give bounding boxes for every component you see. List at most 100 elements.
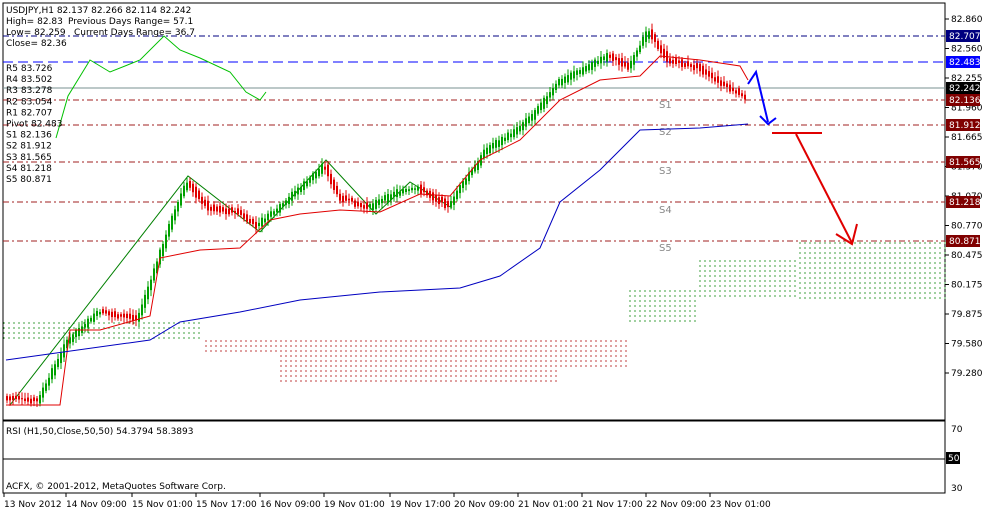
candle-body — [96, 310, 98, 316]
price-tag-text: 80.871 — [949, 237, 981, 247]
candle-body — [513, 129, 515, 138]
candle-body — [393, 191, 395, 197]
copyright: ACFX, © 2001-2012, MetaQuotes Software C… — [6, 482, 226, 492]
candle-body — [438, 197, 440, 205]
candle-body — [405, 188, 407, 193]
candle-body — [444, 198, 446, 209]
candle-body — [102, 309, 104, 314]
pivot-table-row: R1 82.707 — [6, 108, 52, 118]
candle-body — [267, 213, 269, 221]
candle-body — [495, 140, 497, 148]
forecast-arrows — [747, 69, 858, 246]
candle-body — [648, 31, 650, 39]
candle-body — [402, 189, 404, 194]
candle-body — [174, 209, 176, 221]
candle-body — [60, 352, 62, 364]
candle-body — [663, 48, 665, 58]
candle-body — [411, 187, 413, 191]
price-tag-text: 82.136 — [949, 96, 981, 106]
candle-body — [396, 189, 398, 198]
candle-body — [282, 203, 284, 207]
price-tag-text: 81.912 — [949, 121, 981, 131]
candle-body — [312, 173, 314, 181]
candle-body — [147, 286, 149, 300]
candle-body — [522, 122, 524, 131]
candle-body — [66, 339, 68, 349]
candle-body — [696, 63, 698, 69]
candle-body — [69, 337, 71, 344]
curr-range: Current Days Range= 36.7 — [74, 28, 195, 38]
candle-body — [264, 218, 266, 223]
candle-body — [498, 140, 500, 147]
candle-body — [705, 69, 707, 75]
candle-body — [723, 81, 725, 86]
candle-body — [303, 181, 305, 191]
candle-body — [21, 398, 23, 400]
candle-body — [318, 168, 320, 177]
candle-body — [408, 189, 410, 192]
candle-body — [711, 72, 713, 79]
candle-body — [357, 201, 359, 207]
candle-body — [471, 169, 473, 176]
candle-body — [99, 312, 101, 315]
candle-body — [9, 396, 11, 401]
candle-body — [657, 40, 659, 50]
ichimoku-lines — [5, 35, 749, 406]
candle-body — [372, 203, 374, 210]
pivot-table-row: R3 83.278 — [6, 86, 53, 96]
s3-label: S3 — [659, 166, 672, 177]
candle-body — [201, 196, 203, 204]
candle-body — [216, 206, 218, 212]
candle-body — [384, 195, 386, 201]
rsi-panel-frame — [2, 420, 946, 494]
candle-body — [177, 202, 179, 212]
candle-body — [501, 136, 503, 146]
kijun-line — [5, 123, 749, 361]
candle-body — [333, 179, 335, 190]
rsi-axis-30: 30 — [951, 484, 963, 494]
candle-body — [642, 36, 644, 46]
candle-body — [423, 187, 425, 193]
candle-body — [621, 58, 623, 67]
candle-body — [699, 63, 701, 72]
candle-body — [447, 201, 449, 208]
price-axis-label: 82.255 — [951, 74, 983, 84]
candle-body — [483, 149, 485, 159]
price-axis-label: 82.860 — [951, 15, 983, 25]
candle-body — [651, 29, 653, 40]
candle-body — [678, 60, 680, 63]
chikou-line — [55, 35, 267, 139]
candle-body — [111, 311, 113, 318]
candle-body — [249, 218, 251, 224]
candle-body — [615, 57, 617, 61]
candle-body — [360, 202, 362, 208]
candle-body — [390, 194, 392, 201]
candle-body — [435, 194, 437, 202]
close-value: Close= 82.36 — [6, 39, 67, 49]
candle-body — [57, 358, 59, 367]
candle-body — [126, 313, 128, 319]
candle-body — [636, 50, 638, 57]
candle-body — [291, 191, 293, 201]
candle-body — [606, 53, 608, 62]
candle-body — [603, 56, 605, 61]
candle-body — [669, 58, 671, 64]
time-axis-label: 15 Nov 17:00 — [196, 500, 257, 510]
candle-body — [351, 197, 353, 202]
s2-label: S2 — [659, 127, 672, 138]
ichimoku-cloud — [3, 242, 946, 384]
candle-body — [441, 196, 443, 203]
candle-body — [300, 186, 302, 192]
candle-body — [315, 171, 317, 179]
low-value: Low= 82.259 — [6, 28, 66, 38]
time-axis: 13 Nov 2012 14 Nov 09:00 15 Nov 01:00 15 No… — [3, 493, 771, 510]
price-tag — [946, 94, 980, 106]
candle-body — [87, 318, 89, 328]
candle-body — [363, 205, 365, 209]
candle-body — [345, 195, 347, 201]
candle-body — [516, 127, 518, 135]
time-axis-label: 21 Nov 17:00 — [582, 500, 643, 510]
candle-body — [531, 114, 533, 121]
candle-body — [246, 214, 248, 222]
